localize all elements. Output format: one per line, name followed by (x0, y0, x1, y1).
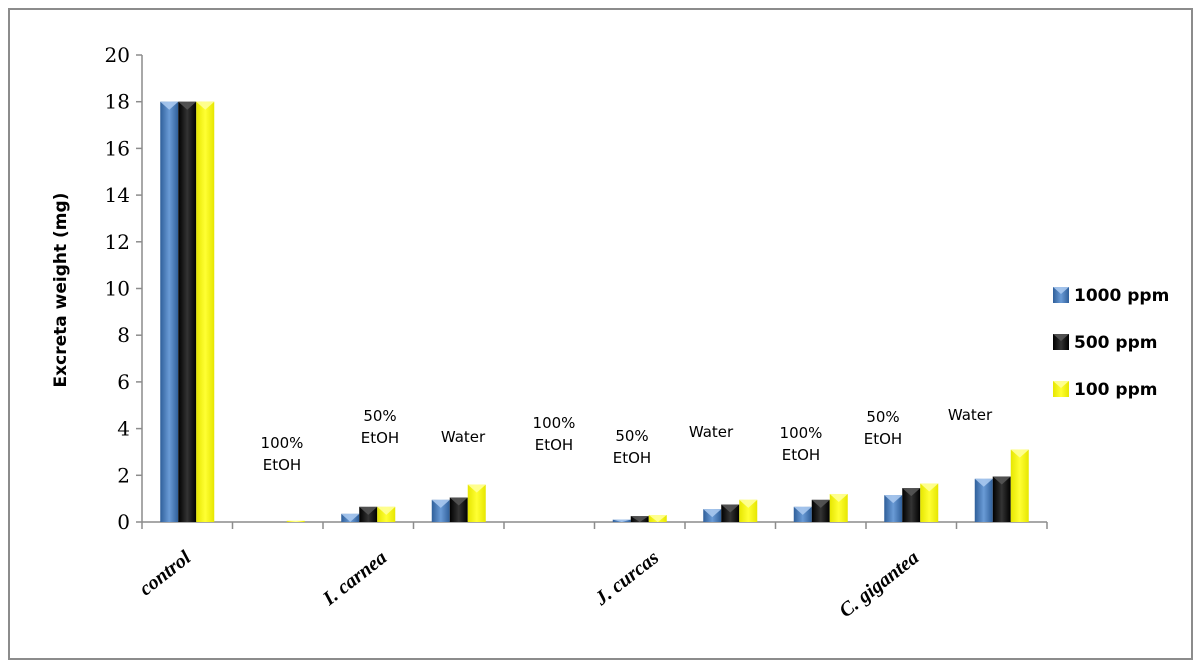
bar-bevel (160, 101, 179, 110)
bar-bevel (449, 497, 468, 506)
bar-bevel (431, 499, 450, 508)
treatment-annotation: Water (689, 423, 734, 441)
bar (739, 499, 758, 522)
legend-swatch (1053, 381, 1069, 397)
bar-bevel (359, 506, 378, 515)
bar (884, 495, 903, 522)
bar (1010, 449, 1029, 522)
bar (920, 483, 939, 522)
bar-bevel (341, 513, 360, 522)
legend-label: 500 ppm (1074, 333, 1157, 353)
y-tick-label: 4 (117, 417, 130, 441)
bar-bevel (793, 506, 812, 515)
legend-swatch (1053, 287, 1069, 303)
bar-bevel (721, 504, 740, 513)
bar-bevel (920, 483, 939, 492)
bar-bevel (811, 499, 830, 508)
y-tick-label: 20 (105, 43, 130, 67)
legend-label: 100 ppm (1074, 380, 1157, 400)
legend-label: 1000 ppm (1074, 286, 1169, 306)
legend-swatch-bevel (1053, 287, 1069, 294)
category-label: J. curcas (590, 546, 663, 610)
bar (974, 478, 993, 522)
bar (178, 101, 197, 522)
bar (449, 497, 468, 522)
bar-bevel (612, 519, 631, 522)
y-tick-label: 2 (117, 463, 130, 487)
category-label: control (135, 546, 195, 600)
y-tick-label: 0 (117, 510, 130, 534)
bar-bevel (648, 514, 667, 522)
treatment-annotation: Water (441, 428, 486, 446)
bar-bevel (703, 509, 722, 518)
bar (431, 499, 450, 522)
legend-swatch-bevel (1053, 381, 1069, 388)
treatment-annotation: 50% EtOH (613, 427, 651, 467)
bar-bevel (1010, 449, 1029, 458)
category-label: I. carnea (318, 547, 391, 611)
y-tick-label: 14 (105, 183, 130, 207)
bar (196, 101, 215, 522)
bar (829, 493, 848, 522)
bar (992, 476, 1011, 522)
bar (811, 499, 830, 522)
bar-bevel (377, 506, 396, 515)
bar-bevel (992, 476, 1011, 485)
bar-bevel (974, 478, 993, 487)
bar-bevel (286, 520, 305, 522)
y-axis-label: Excreta weight (mg) (51, 193, 71, 388)
legend-swatch (1053, 334, 1069, 350)
bar-bevel (884, 495, 903, 504)
treatment-annotation: 50% EtOH (864, 408, 902, 448)
bar (902, 488, 921, 522)
bar-bevel (178, 101, 197, 110)
treatment-annotation: 100% EtOH (780, 424, 823, 464)
y-tick-label: 12 (105, 230, 130, 254)
bar-bevel (196, 101, 215, 110)
bar (467, 484, 486, 522)
y-tick-label: 8 (117, 323, 130, 347)
y-tick-label: 10 (105, 277, 130, 301)
y-tick-label: 6 (117, 370, 130, 394)
bar (160, 101, 179, 522)
bar-bevel (467, 484, 486, 493)
treatment-annotation: 50% EtOH (361, 407, 399, 447)
bar-bevel (902, 488, 921, 497)
treatment-annotation: Water (948, 406, 993, 424)
treatment-annotation: 100% EtOH (533, 414, 576, 454)
y-tick-label: 16 (105, 136, 130, 160)
bar (721, 504, 740, 522)
bar-bevel (630, 516, 649, 522)
bar-bevel (739, 499, 758, 508)
treatment-annotation: 100% EtOH (261, 434, 304, 474)
legend-swatch-bevel (1053, 334, 1069, 341)
category-label: C. gigantea (835, 547, 923, 622)
y-tick-label: 18 (105, 90, 130, 114)
bar-bevel (829, 493, 848, 502)
